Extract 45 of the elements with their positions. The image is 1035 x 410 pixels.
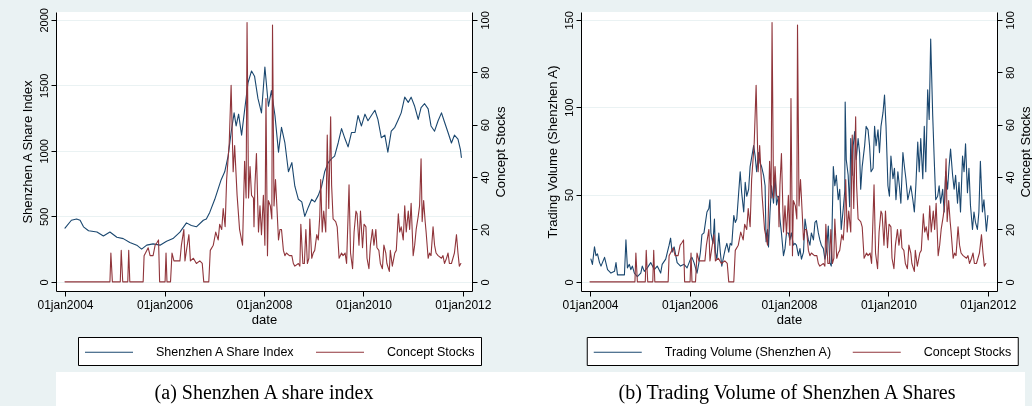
- y-tick-label: 0: [37, 279, 50, 286]
- y-tick-label: 150: [562, 11, 575, 30]
- y-tick-label: 50: [562, 188, 575, 202]
- y2-tick-label: 80: [478, 66, 491, 79]
- x-tick-label: 01jan2004: [562, 297, 619, 312]
- y2-tick-label: 40: [478, 171, 491, 184]
- y2-tick-label: 40: [1003, 171, 1016, 184]
- text: (b) Trading Volume of Shenzhen A Shares: [618, 381, 956, 404]
- x-axis-title: date: [776, 311, 803, 327]
- text: (a) Shenzhen A share index: [154, 381, 374, 404]
- y-tick-label: 0: [562, 279, 575, 286]
- legend-label: Shenzhen A Share Index: [156, 345, 295, 360]
- x-tick-label: 01jan2010: [335, 297, 393, 312]
- legend-label: Trading Volume (Shenzhen A): [664, 345, 832, 360]
- legend-label: Concept Stocks: [923, 345, 1012, 360]
- x-tick-label: 01jan2006: [662, 297, 719, 312]
- y2-tick-label: 60: [1003, 119, 1016, 132]
- y2-axis-title: Concept Stocks: [1017, 105, 1033, 198]
- y-tick-label: 1500: [37, 73, 50, 99]
- y2-tick-label: 0: [1003, 279, 1016, 286]
- x-tick-label: 01jan2004: [37, 297, 94, 312]
- y-tick-label: 500: [37, 207, 50, 227]
- y-tick-label: 2000: [37, 8, 50, 33]
- y2-tick-label: 60: [478, 119, 491, 132]
- y2-tick-label: 20: [1003, 223, 1016, 237]
- y2-tick-label: 20: [478, 223, 491, 237]
- y-axis-title: Trading Volume (Shenzhen A): [544, 65, 560, 239]
- x-tick-label: 01jan2012: [435, 297, 492, 312]
- y2-tick-label: 100: [478, 11, 491, 30]
- x-tick-label: 01jan2008: [761, 297, 818, 312]
- y-axis-title: Shenzhen A Share Index: [19, 79, 35, 224]
- line-series: [64, 21, 462, 283]
- x-tick-label: 01jan2012: [960, 297, 1017, 312]
- x-tick-label: 01jan2010: [860, 297, 918, 312]
- y-tick-label: 100: [562, 98, 575, 117]
- x-tick-label: 01jan2006: [137, 297, 194, 312]
- y2-tick-label: 0: [478, 279, 491, 286]
- line-series: [64, 66, 462, 250]
- y2-tick-label: 100: [1003, 11, 1016, 30]
- x-tick-label: 01jan2008: [236, 297, 293, 312]
- x-axis-title: date: [251, 311, 278, 327]
- y2-tick-label: 80: [1003, 66, 1016, 79]
- y2-axis-title: Concept Stocks: [492, 105, 508, 198]
- legend-label: Concept Stocks: [387, 345, 475, 360]
- y-tick-label: 1000: [37, 139, 50, 164]
